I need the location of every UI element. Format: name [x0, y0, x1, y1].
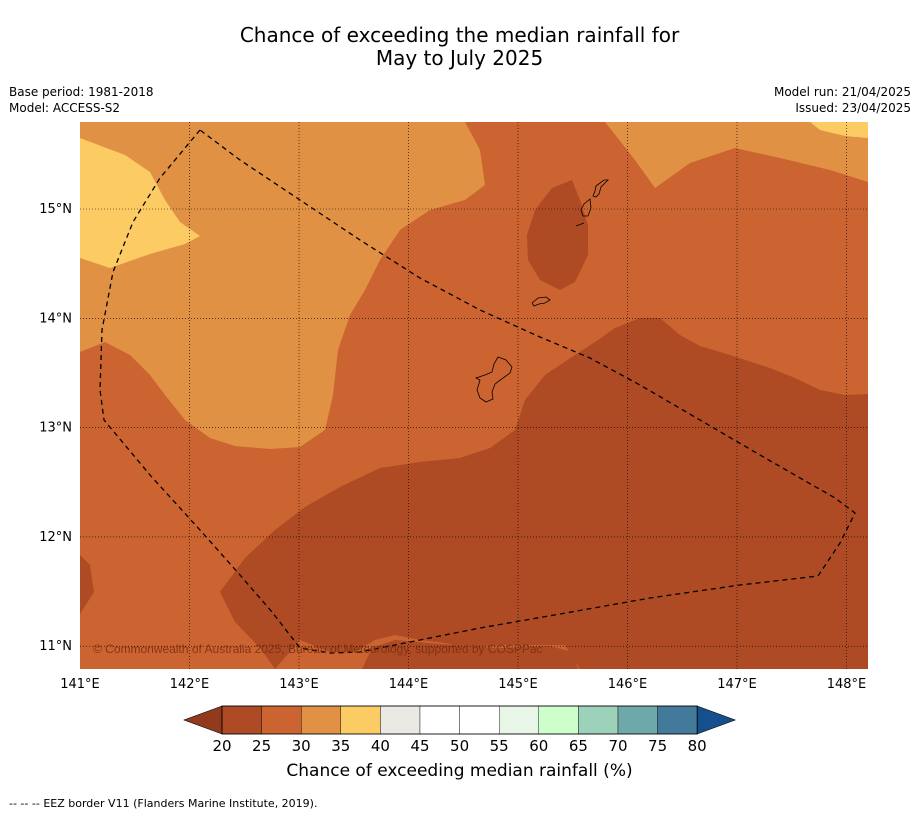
colorbar-tick-label: 60 — [529, 737, 548, 755]
colorbar-over-arrow — [696, 705, 737, 735]
zone-35-40-west — [80, 138, 200, 268]
lon-tick-label: 143°E — [279, 677, 319, 692]
colorbar-tick-label: 35 — [331, 737, 350, 755]
zone-20-25-west — [80, 555, 94, 614]
island-rota — [531, 296, 551, 307]
lon-tick-label: 147°E — [717, 677, 757, 692]
base-period: Base period: 1981-2018 — [9, 85, 154, 99]
issued-date: Issued: 23/04/2025 — [795, 101, 911, 115]
zone-20-25-north — [527, 180, 588, 290]
colorbar-under-arrow — [183, 705, 223, 735]
lat-tick-label: 15°N — [39, 202, 72, 217]
colorbar-swatch — [578, 705, 619, 735]
colorbar-tick-label: 70 — [608, 737, 627, 755]
lat-labels: 15°N 14°N 13°N 12°N 11°N — [39, 202, 72, 654]
zone-20-25-southeast — [220, 318, 868, 669]
colorbar-swatch — [657, 705, 698, 735]
model-name: Model: ACCESS-S2 — [9, 101, 121, 115]
colorbar-swatch — [301, 705, 342, 735]
eez-legend-symbol: -- -- -- — [9, 797, 40, 810]
colorbar-tick-label: 20 — [212, 737, 231, 755]
lat-tick-label: 11°N — [39, 639, 72, 654]
colorbar-swatch — [538, 705, 579, 735]
lon-tick-label: 148°E — [827, 677, 867, 692]
lat-tick-label: 13°N — [39, 421, 72, 436]
colorbar-outline — [221, 705, 698, 735]
colorbar-swatch — [340, 705, 381, 735]
meta-right: Model run: 21/04/2025 Issued: 23/04/2025 — [774, 84, 911, 116]
eez-legend-text: EEZ border V11 (Flanders Marine Institut… — [43, 797, 318, 810]
colorbar-label: Chance of exceeding median rainfall (%) — [286, 761, 633, 781]
title-line-1: Chance of exceeding the median rainfall … — [239, 23, 680, 47]
colorbar-tick-label: 45 — [410, 737, 429, 755]
lon-tick-label: 141°E — [60, 677, 100, 692]
colorbar-tick-label: 65 — [569, 737, 588, 755]
model-run: Model run: 21/04/2025 — [773, 85, 911, 99]
footer-legend: -- -- -- EEZ border V11 (Flanders Marine… — [9, 797, 317, 810]
colorbar-swatch — [221, 705, 262, 735]
lon-tick-label: 142°E — [170, 677, 210, 692]
copyright-text: © Commonwealth of Australia 2025, Bureau… — [93, 642, 543, 656]
island-saipan — [592, 179, 609, 198]
colorbar-tick-label: 75 — [648, 737, 667, 755]
colorbar-tick-label: 80 — [688, 737, 707, 755]
title-line-2: May to July 2025 — [375, 46, 544, 70]
colorbar-swatch — [380, 705, 421, 735]
lon-tick-label: 146°E — [608, 677, 648, 692]
island-tinian-south — [575, 222, 585, 227]
lat-tick-label: 14°N — [39, 311, 72, 326]
colorbar-swatch — [499, 705, 540, 735]
island-tinian — [580, 198, 592, 217]
colorbar-swatch — [617, 705, 658, 735]
colorbar-tick-label: 55 — [490, 737, 509, 755]
colorbar: 20 25 30 35 40 45 50 55 60 65 70 75 80 — [183, 705, 737, 755]
colorbar-swatch — [419, 705, 460, 735]
colorbar-tick-label: 30 — [292, 737, 311, 755]
colorbar-swatch — [459, 705, 500, 735]
gridlines — [80, 122, 868, 669]
colorbar-tick-label: 50 — [450, 737, 469, 755]
lon-tick-label: 144°E — [389, 677, 429, 692]
lat-tick-label: 12°N — [39, 530, 72, 545]
zone-20-25-bottom-inner — [362, 640, 578, 669]
island-guam — [474, 356, 513, 403]
zone-30-35-west — [80, 122, 485, 449]
meta-left: Base period: 1981-2018 Model: ACCESS-S2 — [9, 84, 154, 116]
zone-35-40-northeast — [810, 122, 868, 138]
lon-tick-label: 145°E — [498, 677, 538, 692]
colorbar-swatch — [261, 705, 302, 735]
eez-border — [99, 129, 856, 654]
lon-labels: 141°E 142°E 143°E 144°E 145°E 146°E 147°E 148°E — [60, 677, 866, 692]
zone-30-35-northeast — [605, 122, 868, 188]
colorbar-tick-label: 25 — [252, 737, 271, 755]
islands — [474, 179, 609, 403]
map-panel: © Commonwealth of Australia 2025, Bureau… — [80, 122, 868, 669]
colorbar-tick-label: 40 — [371, 737, 390, 755]
